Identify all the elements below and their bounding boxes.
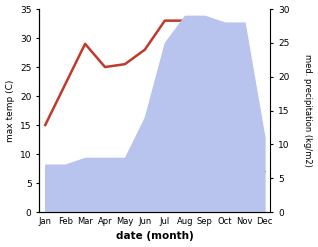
X-axis label: date (month): date (month) — [116, 231, 194, 242]
Y-axis label: max temp (C): max temp (C) — [5, 79, 15, 142]
Y-axis label: med. precipitation (kg/m2): med. precipitation (kg/m2) — [303, 54, 313, 167]
